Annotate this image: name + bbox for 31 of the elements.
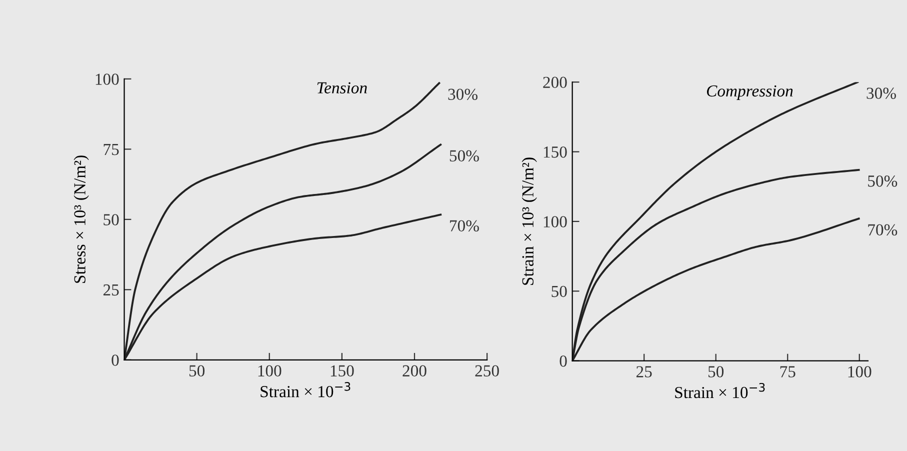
y-tick-label: 0: [560, 356, 567, 367]
y-tick-label: 100: [96, 74, 119, 85]
series-label: 70%: [868, 224, 898, 236]
x-tick-label: 200: [402, 365, 426, 376]
series-label: 50%: [450, 150, 479, 162]
y-tick-label: 50: [104, 214, 119, 226]
x-tick-label: 100: [258, 365, 282, 376]
y-tick-label: 50: [552, 286, 567, 298]
y-tick-label: 0: [112, 354, 119, 366]
y-axis-title: Stress × 10³ (N/m²): [74, 156, 89, 283]
y-tick-label: 200: [543, 76, 567, 88]
y-axis-title: Strain × 10³ (N/m²): [522, 158, 537, 285]
y-tick-label: 150: [544, 146, 567, 158]
series-label: 70%: [450, 220, 479, 232]
series-label: 30%: [448, 88, 478, 100]
series-label: 30%: [866, 88, 896, 99]
x-tick-label: 100: [848, 366, 872, 378]
x-tick-label: 75: [780, 366, 796, 378]
chart-title: Compression: [706, 85, 793, 100]
series-label: 50%: [868, 175, 898, 187]
x-axis-title: Strain × 10$^{−3}$: [675, 382, 765, 398]
x-axis-title: Strain × 10$^{−3}$: [260, 382, 350, 398]
x-tick-label: 50: [708, 366, 724, 378]
y-tick-label: 100: [544, 216, 567, 228]
chart-title: Tension: [317, 82, 367, 94]
x-tick-label: 150: [330, 365, 354, 376]
x-tick-label: 50: [189, 365, 205, 376]
y-tick-label: 75: [104, 144, 119, 156]
x-tick-label: 250: [475, 365, 499, 376]
x-tick-label: 25: [636, 366, 652, 378]
y-tick-label: 25: [103, 284, 119, 296]
